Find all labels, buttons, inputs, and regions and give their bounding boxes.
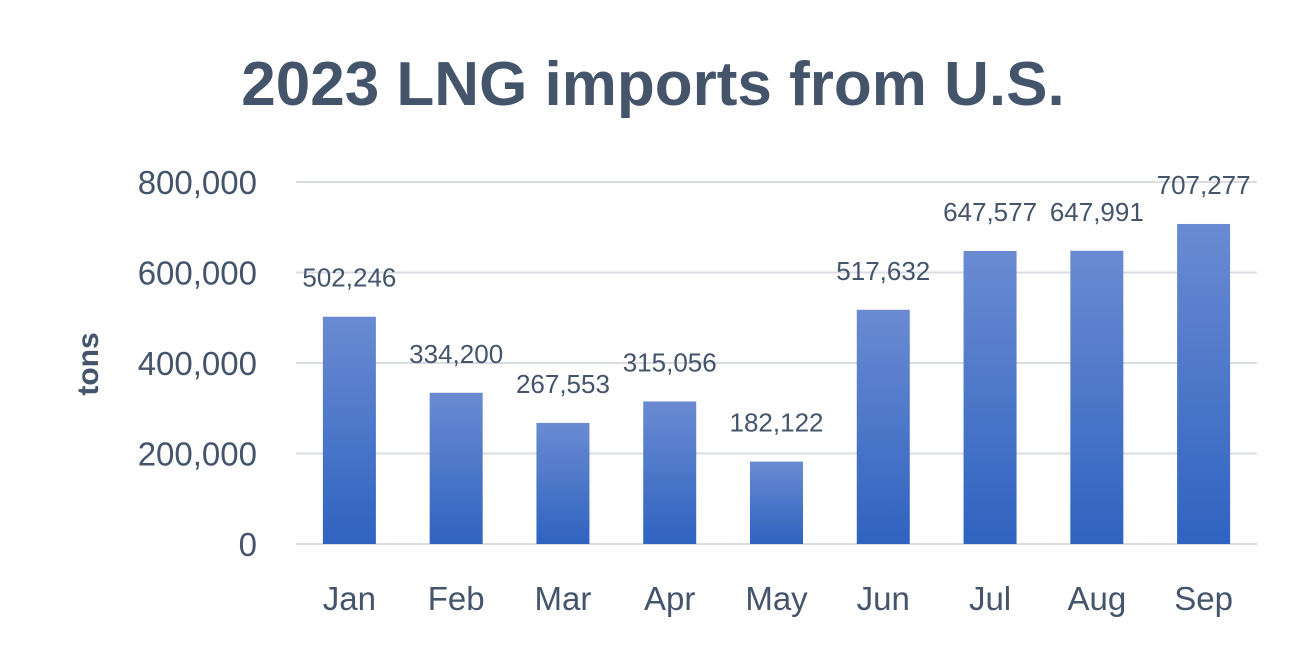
data-label-jan: 502,246 [302, 263, 396, 293]
bar-mar [536, 422, 590, 544]
y-axis-ticks: 0 200,000 400,000 600,000 800,000 [138, 164, 257, 563]
x-tick-label-mar: Mar [535, 580, 592, 617]
x-tick-label-aug: Aug [1067, 580, 1126, 617]
chart-title: 2023 LNG imports from U.S. [241, 50, 1064, 119]
bar-jan [322, 316, 376, 544]
x-tick-label-feb: Feb [428, 580, 485, 617]
x-tick-label-may: May [745, 580, 808, 617]
data-label-apr: 315,056 [623, 347, 717, 377]
x-tick-label-jun: Jun [857, 580, 910, 617]
x-tick-label-sep: Sep [1174, 580, 1233, 617]
y-tick-label: 400,000 [138, 345, 257, 382]
data-label-mar: 267,553 [516, 369, 610, 399]
bar-may [750, 461, 803, 544]
bar-jun [856, 309, 910, 544]
bar-aug [1070, 250, 1124, 545]
bar-apr [643, 401, 697, 544]
bars [322, 223, 1231, 545]
data-label-jul: 647,577 [943, 197, 1037, 227]
bar-sep [1177, 223, 1231, 544]
y-tick-label: 800,000 [138, 164, 257, 201]
data-labels: 502,246 334,200 267,553 315,056 182,122 517,6… [302, 170, 1250, 438]
data-label-sep: 707,277 [1157, 170, 1251, 200]
x-tick-label-apr: Apr [644, 580, 695, 617]
data-label-feb: 334,200 [409, 339, 503, 369]
x-tick-label-jan: Jan [323, 580, 376, 617]
x-axis-ticks: Jan Feb Mar Apr May Jun Jul Aug Sep [323, 580, 1233, 617]
y-tick-label: 200,000 [138, 436, 257, 473]
bar-jul [963, 250, 1017, 544]
y-tick-label: 0 [239, 526, 257, 563]
y-tick-label: 600,000 [138, 255, 257, 292]
data-label-aug: 647,991 [1050, 197, 1144, 227]
x-tick-label-jul: Jul [969, 580, 1011, 617]
bar-feb [429, 392, 483, 544]
data-label-may: 182,122 [730, 408, 824, 438]
y-axis-label: tons [72, 332, 105, 395]
data-label-jun: 517,632 [836, 256, 930, 286]
